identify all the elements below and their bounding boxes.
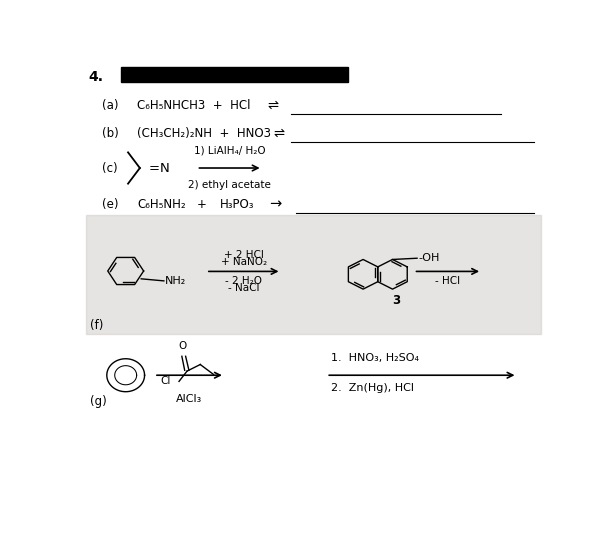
Text: (g): (g) <box>90 395 107 409</box>
Text: Cl: Cl <box>160 377 171 386</box>
Text: - HCl: - HCl <box>435 277 460 286</box>
Text: 2.  Zn(Hg), HCl: 2. Zn(Hg), HCl <box>331 384 414 393</box>
Text: 3: 3 <box>392 294 400 307</box>
Text: +: + <box>196 198 206 211</box>
Text: ⇌: ⇌ <box>267 99 278 112</box>
Text: 2) ethyl acetate: 2) ethyl acetate <box>188 180 271 190</box>
Text: (f): (f) <box>90 319 104 332</box>
Text: $\!\!=\!$N: $\!\!=\!$N <box>149 162 170 174</box>
Text: -OH: -OH <box>418 253 439 263</box>
Text: + 2 HCl: + 2 HCl <box>224 250 264 260</box>
Text: 1) LiAlH₄/ H₂O: 1) LiAlH₄/ H₂O <box>194 146 266 156</box>
Text: 4.: 4. <box>88 71 103 85</box>
Text: AlCl₃: AlCl₃ <box>176 394 203 404</box>
Text: + NaNO₂: + NaNO₂ <box>220 257 267 268</box>
Text: C₆H₅NH₂: C₆H₅NH₂ <box>138 198 186 211</box>
Text: C₆H₅NHCH3  +  HCl: C₆H₅NHCH3 + HCl <box>138 99 251 112</box>
Text: →: → <box>269 197 281 212</box>
Text: 1.  HNO₃, H₂SO₄: 1. HNO₃, H₂SO₄ <box>331 353 419 363</box>
Bar <box>121 67 348 81</box>
Text: (e): (e) <box>102 198 119 211</box>
Text: NH₂: NH₂ <box>165 276 186 286</box>
Text: (c): (c) <box>102 162 118 174</box>
Bar <box>85 215 541 334</box>
Text: H₃PO₃: H₃PO₃ <box>220 198 255 211</box>
Text: O: O <box>178 340 186 350</box>
Text: (CH₃CH₂)₂NH  +  HNO3: (CH₃CH₂)₂NH + HNO3 <box>138 127 272 140</box>
Text: - NaCl: - NaCl <box>228 283 259 293</box>
Text: - 2 H₂O: - 2 H₂O <box>225 277 262 286</box>
Text: (b): (b) <box>102 127 119 140</box>
Text: ⇌: ⇌ <box>273 127 284 140</box>
Text: (a): (a) <box>102 99 119 112</box>
